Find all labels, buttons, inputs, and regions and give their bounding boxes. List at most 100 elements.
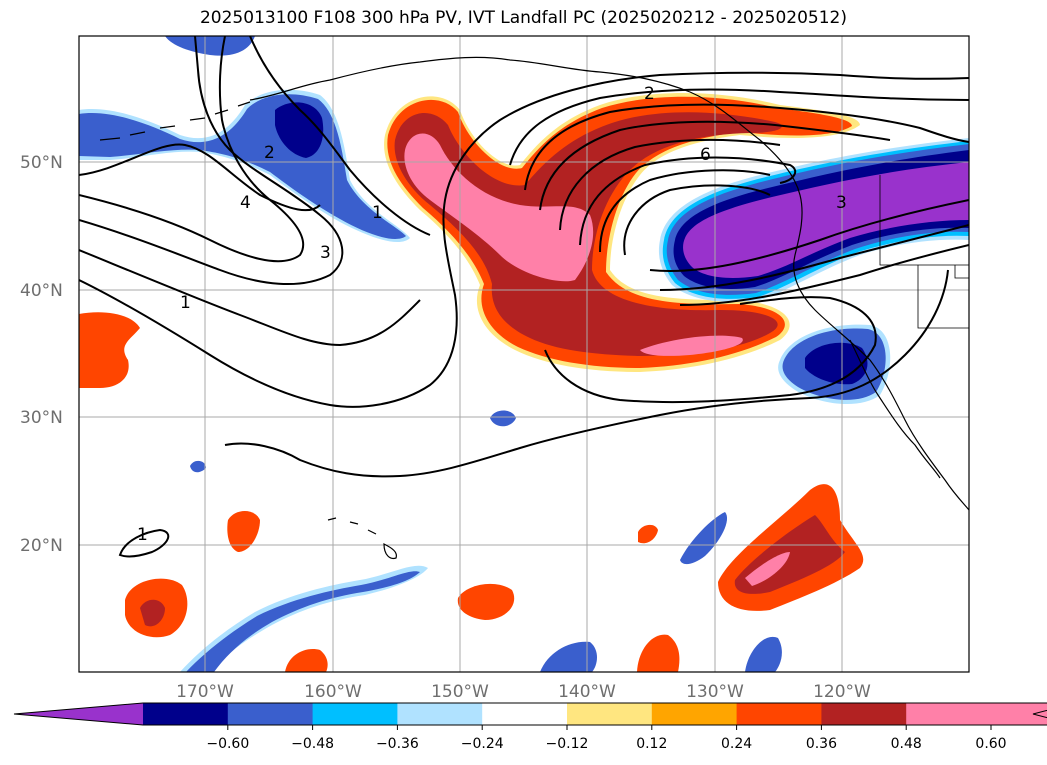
colorbar-extend-max — [1033, 710, 1047, 718]
alaska-coast — [249, 56, 801, 196]
colorbar-tick-label: −0.12 — [546, 736, 589, 752]
colorbar-segment — [482, 703, 568, 725]
colorbar-segment — [227, 703, 314, 725]
contour-main-1 — [509, 88, 969, 166]
contour-east-2 — [659, 224, 969, 291]
us-state-border-2 — [917, 265, 969, 329]
contour-east-3 — [679, 244, 969, 306]
colorbar-tick-label: 0.24 — [721, 736, 752, 752]
ivt-contours — [79, 36, 969, 558]
positive-west-blob — [79, 312, 140, 388]
positive-tropical-blob-6 — [285, 649, 328, 672]
colorbar: −0.60 −0.48 −0.36 −0.24 −0.12 0.12 0.24 0.36 0.4… — [13, 702, 1047, 752]
colorbar-segment — [821, 703, 907, 725]
lon-label-130w: 130°W — [686, 682, 744, 702]
colorbar-segment — [651, 703, 738, 725]
na-west-coast — [793, 194, 969, 511]
contour-labels: 2 2 4 1 3 1 6 3 1 — [137, 84, 847, 545]
positive-tropical-blob-1-dark — [140, 599, 165, 627]
contour-main-5 — [579, 156, 797, 246]
contour-inner-south — [544, 296, 877, 404]
positive-plume-pink — [404, 133, 594, 282]
negative-tropical-band-outer — [180, 565, 428, 672]
colorbar-tick-label: 0.60 — [975, 736, 1006, 752]
lon-label-120w: 120°W — [813, 682, 871, 702]
negative-nw-mid — [79, 94, 406, 239]
lat-label-40n: 40°N — [20, 281, 63, 301]
contour-label-1-tropic: 1 — [137, 525, 148, 545]
contour-south-big — [118, 528, 170, 558]
positive-tropical-blob-4 — [638, 524, 658, 544]
contour-1-outer — [79, 71, 969, 408]
pv-shading — [79, 36, 969, 672]
colorbar-segment — [567, 703, 653, 725]
aleutians — [99, 101, 251, 141]
contour-label-2-west: 2 — [264, 143, 275, 163]
colorbar-tick-label: 0.48 — [891, 736, 922, 752]
contour-main-4 — [559, 138, 781, 231]
positive-tropical-blob-5 — [637, 634, 680, 672]
colorbar-segment — [991, 703, 1047, 725]
coastlines — [99, 56, 969, 560]
positive-southeast-pink — [745, 552, 790, 586]
positive-tropical-blob-2 — [227, 511, 260, 552]
contour-6-inner — [623, 184, 771, 256]
negative-tropical-band — [186, 571, 420, 672]
contour-1-west — [79, 249, 421, 347]
contour-label-2-north: 2 — [644, 84, 655, 104]
hawaii — [327, 517, 397, 560]
contour-label-4: 4 — [240, 193, 251, 213]
contour-label-6: 6 — [700, 145, 711, 165]
gridlines — [79, 36, 969, 672]
colorbar-tick-label: −0.48 — [291, 736, 334, 752]
colorbar-segment — [143, 703, 229, 725]
colorbar-segment — [906, 703, 992, 725]
baja-coast — [849, 339, 941, 479]
colorbar-segment — [312, 703, 398, 725]
negative-tropical-blob-2 — [540, 641, 597, 672]
contour-label-1-west: 1 — [372, 203, 383, 223]
us-state-border-3 — [954, 265, 969, 279]
lon-label-150w: 150°W — [431, 682, 489, 702]
colorbar-tick-label: −0.60 — [206, 736, 249, 752]
contour-east-1 — [649, 199, 969, 272]
map-content: 2 2 4 1 3 1 6 3 1 — [79, 36, 969, 672]
contour-main-6 — [599, 169, 771, 253]
negative-nw-dark — [275, 102, 324, 158]
colorbar-tick-label: −0.36 — [376, 736, 419, 752]
lon-label-160w: 160°W — [304, 682, 362, 702]
longitude-labels: 170°W 160°W 150°W 140°W 130°W 120°W — [176, 682, 871, 702]
contour-main-3 — [539, 120, 891, 211]
negative-small-1 — [490, 410, 516, 427]
negative-tropical-blob-3 — [745, 636, 782, 672]
lat-label-20n: 20°N — [20, 536, 63, 556]
colorbar-outline — [13, 702, 1047, 726]
latitude-labels: 50°N 40°N 30°N 20°N — [20, 153, 63, 556]
contour-label-3: 3 — [320, 243, 331, 263]
contour-2-west — [79, 143, 321, 212]
contour-3-west — [79, 36, 344, 285]
contour-4-west — [79, 36, 305, 263]
positive-tropical-blob-3 — [457, 583, 515, 620]
positive-plume-pink-2 — [640, 335, 743, 356]
colorbar-tick-label: 0.12 — [636, 736, 667, 752]
colorbar-tick-label: 0.36 — [806, 736, 837, 752]
us-state-border-1 — [879, 175, 969, 266]
contour-1-north — [249, 36, 431, 236]
negative-band-core — [683, 162, 969, 278]
map-title: 2025013100 F108 300 hPa PV, IVT Landfall… — [199, 8, 847, 28]
negative-small-2 — [190, 460, 206, 473]
colorbar-tick-label: −0.24 — [461, 736, 504, 752]
lat-label-50n: 50°N — [20, 153, 63, 173]
contour-label-1-south: 1 — [180, 293, 191, 313]
contour-main-2 — [524, 103, 969, 191]
colorbar-segment — [397, 703, 483, 725]
lon-label-140w: 140°W — [558, 682, 616, 702]
map-frame — [78, 35, 970, 673]
contour-outer-south — [224, 269, 949, 478]
lon-label-170w: 170°W — [176, 682, 234, 702]
lat-label-30n: 30°N — [20, 408, 63, 428]
negative-nw-top — [165, 36, 255, 56]
contour-label-3-east: 3 — [836, 193, 847, 213]
